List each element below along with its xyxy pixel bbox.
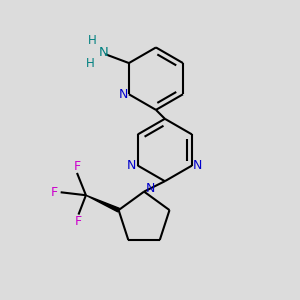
Text: N: N bbox=[146, 182, 155, 195]
Text: F: F bbox=[75, 215, 82, 229]
Text: F: F bbox=[51, 186, 58, 199]
Text: F: F bbox=[74, 160, 81, 173]
Text: N: N bbox=[99, 46, 109, 59]
Text: N: N bbox=[193, 159, 203, 172]
Text: N: N bbox=[119, 88, 128, 101]
Text: H: H bbox=[86, 57, 95, 70]
Text: N: N bbox=[127, 159, 136, 172]
Text: H: H bbox=[87, 34, 96, 47]
Polygon shape bbox=[86, 195, 119, 212]
